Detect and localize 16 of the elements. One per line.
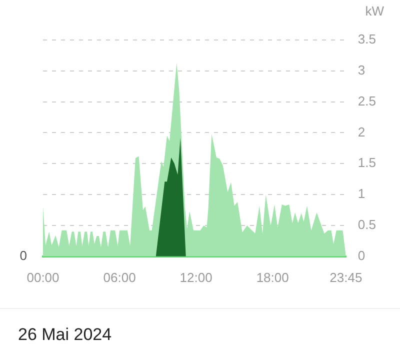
x-tick-label: 23:45 <box>330 270 362 285</box>
y-tick-label: 0.5 <box>358 217 376 232</box>
x-tick-label: 00:00 <box>26 270 60 285</box>
text: 26 Mai 2024 <box>0 308 400 345</box>
y-tick-label: 0 <box>358 248 366 263</box>
y-tick-label: 1 <box>358 186 366 202</box>
x-tick-label: 06:00 <box>103 270 136 285</box>
y-tick-label: 3 <box>358 62 366 78</box>
x-tick-label: 12:00 <box>180 270 212 285</box>
text: 0 <box>20 248 27 263</box>
x-tick-label: 18:00 <box>256 270 289 285</box>
y-tick-label: 2 <box>358 124 366 140</box>
y-axis-title: kW <box>365 4 385 19</box>
y-tick-label: 3.5 <box>358 32 376 47</box>
y-tick-label: 1.5 <box>358 155 376 170</box>
y-tick-label: 2.5 <box>358 93 376 108</box>
